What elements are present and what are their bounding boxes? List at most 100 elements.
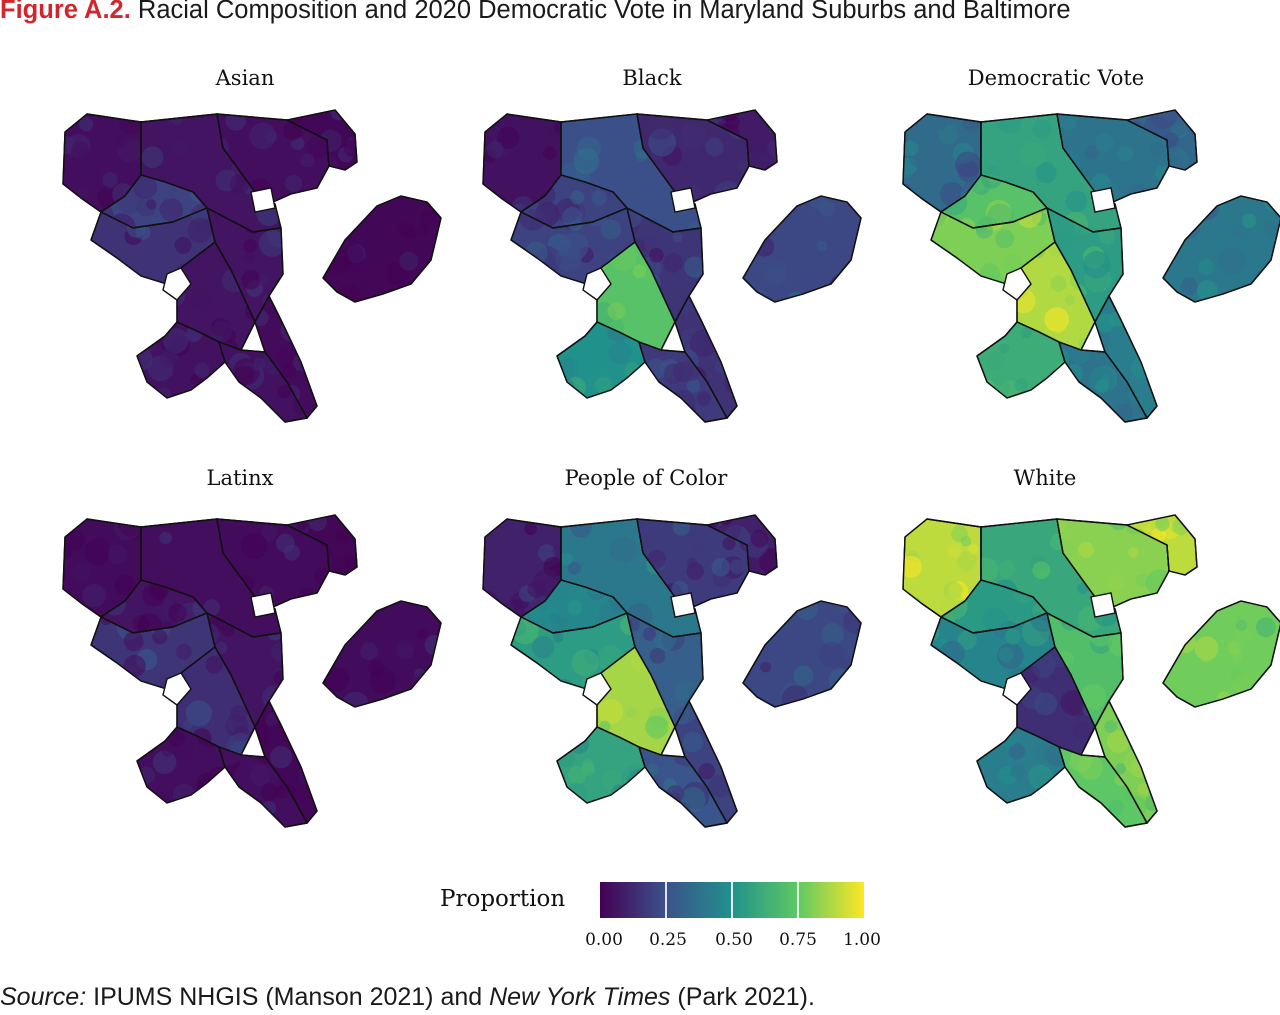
- county-boundary-line: [552, 207, 628, 229]
- tract-patch: [649, 248, 664, 263]
- tract-patch: [1135, 745, 1148, 757]
- tract-patch: [1095, 379, 1109, 393]
- figure-title-text: Racial Composition and 2020 Democratic V…: [137, 0, 1071, 24]
- source-text-1: IPUMS NHGIS (Manson 2021) and: [86, 983, 490, 1011]
- tract-patch: [1173, 212, 1201, 240]
- county-boundary-line: [286, 119, 330, 167]
- tract-patch: [1117, 145, 1134, 162]
- baltimore-city-hole: [250, 592, 276, 618]
- tract-patch: [174, 236, 192, 254]
- tract-patch: [983, 273, 1005, 286]
- tract-patch: [561, 552, 573, 566]
- tract-patch: [1227, 641, 1242, 655]
- county-boundary-line: [596, 726, 646, 768]
- panel-title-people-of-color: People of Color: [564, 466, 728, 490]
- county-boundary-line: [180, 241, 216, 269]
- tract-patch: [91, 271, 100, 286]
- tract-patch: [573, 357, 594, 379]
- county-boundary-line: [600, 241, 636, 269]
- tract-patch: [648, 810, 666, 827]
- tract-patch: [936, 120, 948, 131]
- tract-patch: [663, 252, 683, 273]
- tract-patch: [486, 127, 499, 140]
- tract-patch: [159, 348, 179, 368]
- tract-patch: [163, 328, 189, 354]
- county-boundary-line: [1080, 273, 1124, 351]
- tract-patch: [168, 603, 187, 623]
- tract-patch: [152, 629, 168, 645]
- tract-patch: [1060, 690, 1086, 716]
- tract-patch: [1138, 320, 1152, 334]
- tract-patch: [642, 627, 656, 641]
- tract-patch: [185, 700, 212, 727]
- tract-patch: [645, 358, 667, 380]
- tract-patch: [647, 549, 667, 569]
- tract-patch: [624, 362, 641, 379]
- tract-patch: [608, 341, 632, 365]
- tract-patch: [1035, 162, 1057, 184]
- tract-patch: [843, 609, 861, 634]
- figure-title: Figure A.2. Racial Composition and 2020 …: [0, 0, 1071, 25]
- tract-patch: [308, 515, 328, 531]
- tract-patch: [244, 252, 255, 264]
- tract-patch: [793, 665, 814, 686]
- tract-patch: [760, 661, 771, 673]
- tract-patch: [609, 536, 637, 564]
- tract-patch: [360, 642, 378, 660]
- tract-patch: [981, 557, 999, 584]
- tract-patch: [114, 134, 128, 149]
- tract-patch: [722, 305, 737, 320]
- tract-patch: [323, 216, 348, 244]
- tract-patch: [308, 299, 317, 316]
- tract-patch: [835, 601, 857, 614]
- tract-patch: [816, 241, 828, 252]
- tract-patch: [187, 217, 213, 243]
- tract-patch: [682, 731, 704, 753]
- tract-patch: [79, 117, 94, 132]
- tract-patch: [63, 135, 75, 154]
- tract-patch: [123, 654, 146, 678]
- county-border: [218, 746, 308, 828]
- county-boundary-line: [1126, 119, 1170, 167]
- tract-patch: [323, 624, 351, 652]
- tract-patch: [1064, 806, 1087, 827]
- tract-patch: [269, 746, 293, 769]
- county-boundary-line: [520, 174, 562, 213]
- tract-patch: [709, 774, 733, 798]
- tract-patch: [977, 350, 987, 366]
- county-boundary-line: [1126, 524, 1170, 572]
- tract-patch: [1109, 519, 1129, 531]
- tract-patch: [242, 115, 256, 129]
- tract-patch: [249, 764, 272, 786]
- tract-patch: [82, 583, 106, 608]
- tract-patch: [289, 138, 301, 150]
- county-boundary-line: [940, 579, 982, 618]
- county-boundary-line: [706, 524, 750, 572]
- tract-patch: [759, 548, 777, 575]
- tract-patch: [647, 114, 675, 140]
- tract-patch: [343, 554, 357, 569]
- legend-tick-mark: [731, 882, 733, 918]
- tract-patch: [1128, 296, 1148, 312]
- tract-patch: [1104, 720, 1117, 733]
- tract-patch: [241, 270, 261, 290]
- tract-patch: [1255, 617, 1276, 638]
- tract-patch: [743, 224, 752, 239]
- county-boundary-line: [1020, 241, 1056, 269]
- tract-patch: [298, 762, 317, 787]
- tract-patch: [1139, 747, 1147, 760]
- tract-patch: [1198, 199, 1219, 220]
- tract-patch: [1143, 742, 1157, 762]
- tract-patch: [619, 375, 637, 393]
- tract-patch: [999, 343, 1010, 354]
- tract-patch: [639, 401, 646, 415]
- tract-patch: [957, 550, 977, 571]
- baltimore-city-hole: [1090, 187, 1116, 213]
- tract-patch: [903, 163, 914, 179]
- tract-patch: [221, 624, 235, 637]
- county-boundary-line: [132, 612, 208, 634]
- tract-patch: [1155, 517, 1170, 532]
- tract-patch: [692, 541, 704, 553]
- tract-patch: [424, 634, 441, 656]
- tract-patch: [660, 402, 688, 422]
